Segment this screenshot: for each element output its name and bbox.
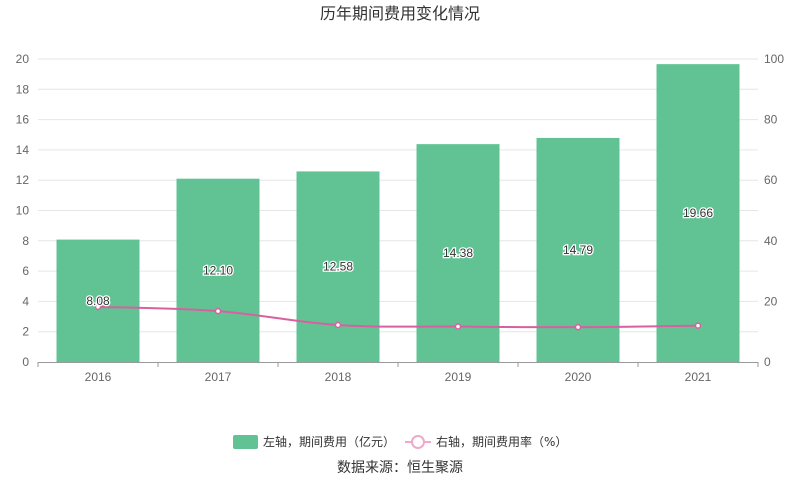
bar-value-label: 14.38: [443, 246, 473, 260]
y-right-tick-label: 100: [764, 52, 784, 66]
y-left-tick-label: 10: [16, 204, 30, 218]
y-right-tick-label: 60: [764, 173, 778, 187]
bar: [176, 178, 260, 362]
bar-value-label: 12.10: [203, 263, 233, 277]
x-tick-label: 2021: [685, 370, 712, 384]
chart-title: 历年期间费用变化情况: [320, 4, 480, 23]
line-point: [94, 303, 102, 311]
y-left-tick-label: 14: [16, 143, 30, 157]
bar: [656, 64, 740, 362]
line-point: [454, 323, 462, 330]
x-axis: 2016 2017 2018 2019 2020 2021: [37, 362, 759, 384]
y-right-tick-label: 0: [764, 355, 771, 369]
line-point: [334, 321, 342, 329]
bar-value-label: 8.08: [86, 294, 110, 308]
bar-series: [56, 64, 740, 362]
y-left-tick-label: 2: [22, 325, 29, 339]
x-tick-label: 2020: [565, 370, 592, 384]
legend[interactable]: 左轴，期间费用（亿元） 右轴，期间费用率（%）: [233, 434, 567, 449]
bar-value-label: 12.58: [323, 260, 353, 274]
legend-bar-swatch: [233, 435, 258, 449]
line-point: [694, 322, 702, 329]
y-right-tick-label: 40: [764, 234, 778, 248]
line-series: [94, 303, 702, 331]
line-point: [214, 307, 222, 315]
x-tick-label: 2017: [205, 370, 232, 384]
source-text: 数据来源：恒生聚源: [337, 460, 463, 476]
y-left-tick-label: 12: [16, 173, 30, 187]
y-left-tick-label: 18: [16, 82, 30, 96]
x-tick-label: 2019: [445, 370, 472, 384]
y-left-tick-label: 0: [22, 355, 29, 369]
bar-value-label: 19.66: [683, 206, 713, 220]
y-right-tick-label: 80: [764, 113, 778, 127]
y-left-tick-label: 16: [16, 113, 30, 127]
x-tick-label: 2016: [85, 370, 112, 384]
legend-bar-label: 左轴，期间费用（亿元）: [263, 434, 395, 449]
y-left-tick-label: 20: [16, 52, 30, 66]
line-series-path: [97, 305, 699, 329]
bar-labels: 8.08 12.10 12.58 14.38 14.79 19.66: [85, 205, 715, 309]
legend-line-marker-icon: [411, 435, 425, 449]
y-left-tick-label: 6: [22, 264, 29, 278]
left-axis: 0 2 4 6 8 10 12 14 16 18 20: [16, 52, 30, 369]
x-tick-label: 2018: [325, 370, 352, 384]
right-axis: 0 20 40 60 80 100: [764, 52, 784, 369]
y-right-tick-label: 20: [764, 294, 778, 308]
y-left-tick-label: 8: [22, 234, 29, 248]
bar: [296, 171, 380, 362]
gridlines: [38, 58, 758, 333]
y-left-tick-label: 4: [22, 294, 29, 308]
legend-line-label: 右轴，期间费用率（%）: [436, 434, 567, 449]
bar: [56, 239, 140, 362]
bar-value-label: 14.79: [563, 243, 593, 257]
line-point: [574, 323, 582, 331]
